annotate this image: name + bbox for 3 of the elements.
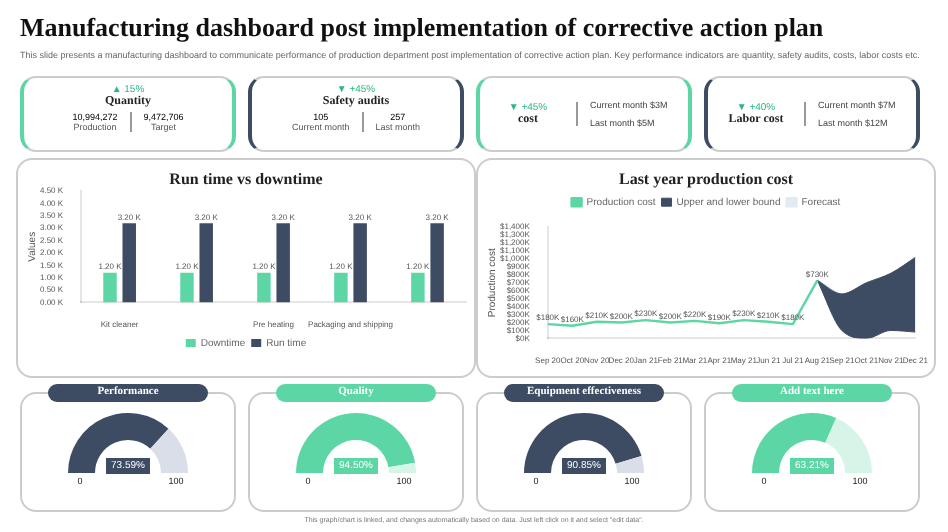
chart-title: Run time vs downtime xyxy=(169,169,324,188)
chart-title: Last year production cost xyxy=(618,169,794,188)
text: Manufacturing dashboard post implementation of corrective action plan xyxy=(20,12,826,44)
